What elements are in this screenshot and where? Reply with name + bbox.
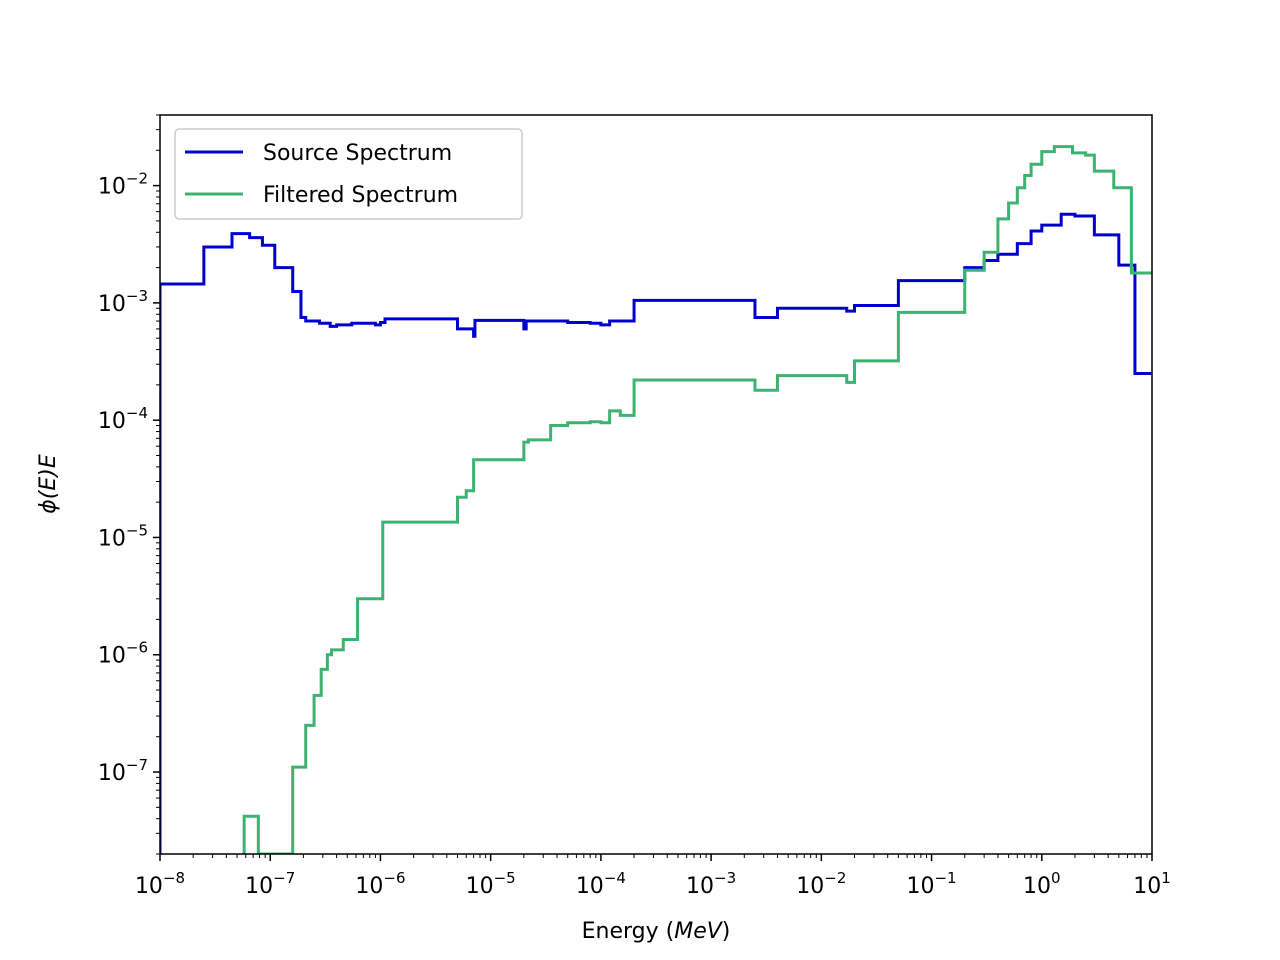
plot-frame xyxy=(159,114,1153,855)
legend-box xyxy=(174,128,523,220)
series-layer xyxy=(160,145,1152,854)
x-tick-label: 10−3 xyxy=(686,869,736,899)
x-tick-label: 10−1 xyxy=(906,869,956,899)
x-tick-label: 10−5 xyxy=(466,869,516,899)
y-axis-label: ϕ(E)E xyxy=(36,454,61,514)
y-axis-ticks: 10−7 10−6 10−5 10−4 10−3 10−2 xyxy=(98,114,160,855)
x-tick-label: 10−6 xyxy=(355,869,405,899)
series-line-1 xyxy=(242,145,1152,854)
plot-area xyxy=(160,115,1152,854)
y-tick-label: 10−3 xyxy=(98,287,148,317)
x-axis-label: Energy (MeV) xyxy=(582,919,731,944)
x-tick-label: 101 xyxy=(1133,869,1171,899)
x-axis-ticks: 10−8 10−7 10−6 10−5 10−4 10−3 10−2 10−1 100 101 xyxy=(135,854,1171,899)
y-tick-label: 10−4 xyxy=(98,404,148,434)
y-tick-label: 10−5 xyxy=(98,521,148,551)
legend-label-filtered: Filtered Spectrum xyxy=(263,183,458,208)
x-tick-label: 100 xyxy=(1023,869,1061,899)
legend-label-source: Source Spectrum xyxy=(263,141,452,166)
x-tick-label: 10−7 xyxy=(245,869,295,899)
x-tick-label: 10−4 xyxy=(576,869,626,899)
x-tick-label: 10−2 xyxy=(796,869,846,899)
y-tick-label: 10−7 xyxy=(98,756,148,786)
legend: Source Spectrum Filtered Spectrum xyxy=(174,128,523,220)
x-tick-label: 10−8 xyxy=(135,869,185,899)
series-line-0 xyxy=(160,212,1152,854)
y-tick-label: 10−2 xyxy=(98,170,148,200)
y-tick-label: 10−6 xyxy=(98,639,148,669)
